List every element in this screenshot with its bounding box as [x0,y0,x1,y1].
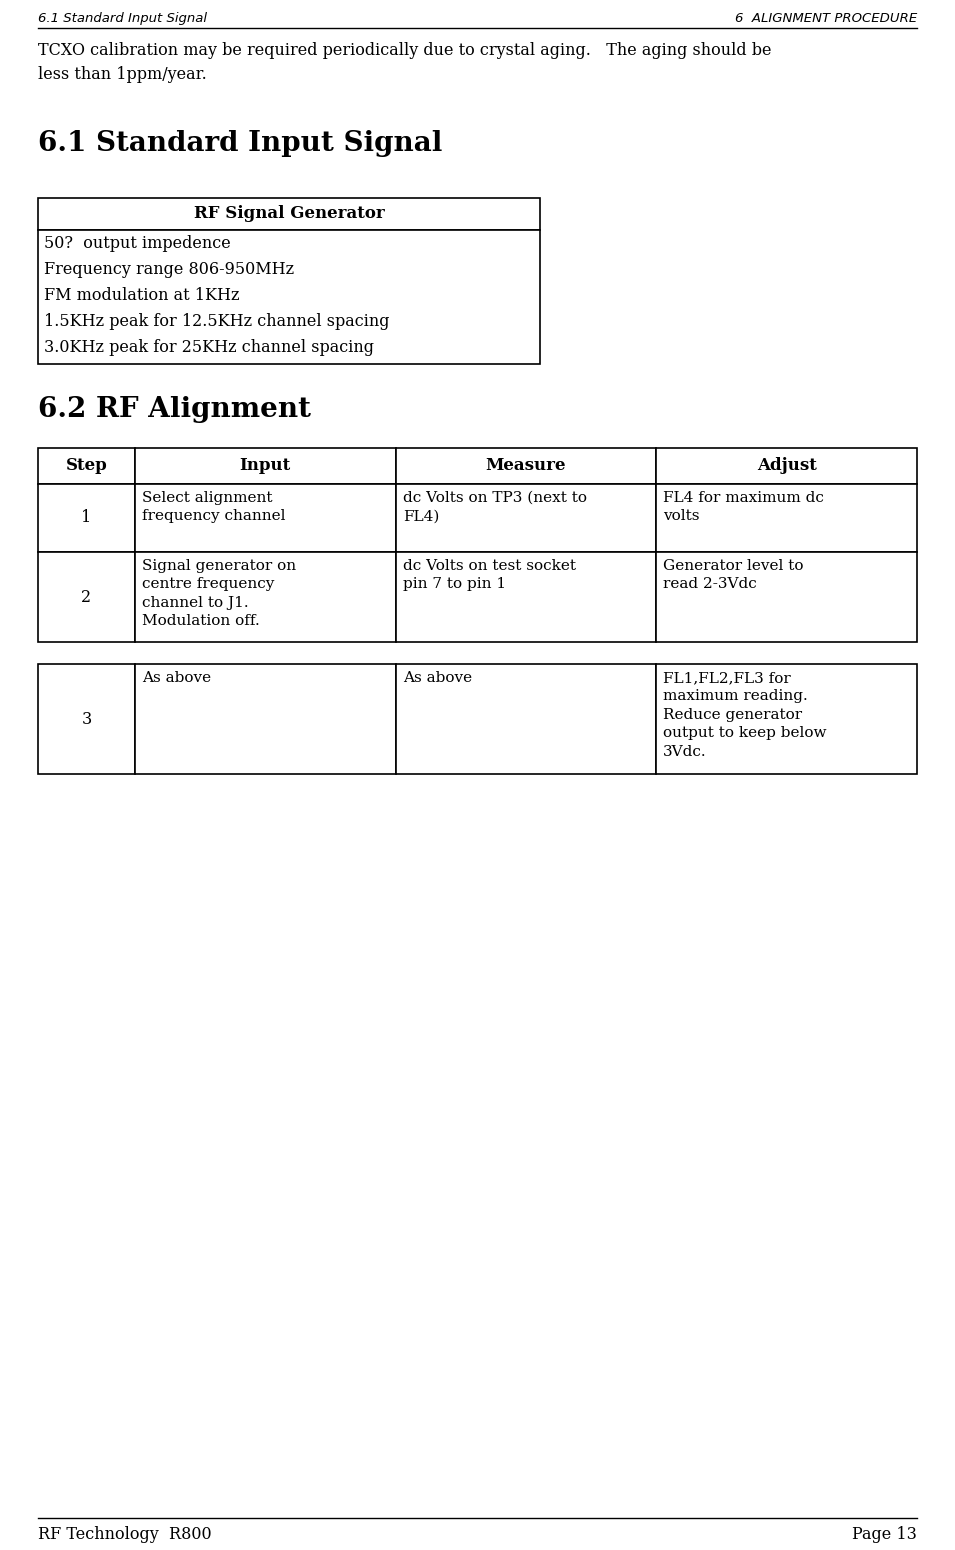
Text: TCXO calibration may be required periodically due to crystal aging.   The aging : TCXO calibration may be required periodi… [38,42,772,59]
Text: 6  ALIGNMENT PROCEDURE: 6 ALIGNMENT PROCEDURE [734,12,917,25]
Text: Page 13: Page 13 [852,1527,917,1542]
Bar [38,663,135,773]
Text: Measure: Measure [486,457,566,474]
Text: 6.1 Standard Input Signal: 6.1 Standard Input Signal [38,130,442,157]
Text: Select alignment
frequency channel: Select alignment frequency channel [142,491,286,524]
Text: dc Volts on TP3 (next to
FL4): dc Volts on TP3 (next to FL4) [403,491,586,524]
Text: 6.2 RF Alignment: 6.2 RF Alignment [38,395,311,423]
Bar [656,552,917,642]
Text: 50?  output impedence: 50? output impedence [44,236,231,253]
Text: less than 1ppm/year.: less than 1ppm/year. [38,67,206,84]
Text: 6.1 Standard Input Signal: 6.1 Standard Input Signal [38,12,207,25]
Text: As above: As above [403,671,472,685]
Text: Signal generator on
centre frequency
channel to J1.
Modulation off.: Signal generator on centre frequency cha… [142,560,296,628]
Bar [395,448,656,484]
Text: 3.0KHz peak for 25KHz channel spacing: 3.0KHz peak for 25KHz channel spacing [44,339,374,356]
Text: Input: Input [240,457,291,474]
Text: 1: 1 [81,510,92,527]
Text: Generator level to
read 2-3Vdc: Generator level to read 2-3Vdc [664,560,804,592]
Bar [656,448,917,484]
Bar [135,448,395,484]
Text: dc Volts on test socket
pin 7 to pin 1: dc Volts on test socket pin 7 to pin 1 [403,560,576,592]
Bar [395,484,656,552]
Bar [135,663,395,773]
Bar [656,484,917,552]
Text: Adjust: Adjust [756,457,817,474]
Text: Frequency range 806-950MHz: Frequency range 806-950MHz [44,260,294,277]
Bar [395,663,656,773]
Bar [38,448,135,484]
Text: FL4 for maximum dc
volts: FL4 for maximum dc volts [664,491,824,524]
Text: 2: 2 [81,589,92,606]
Text: 3: 3 [81,710,92,727]
Text: As above: As above [142,671,211,685]
Bar [135,552,395,642]
Bar [38,198,540,229]
Bar [135,484,395,552]
Bar [395,552,656,642]
Text: RF Technology  R800: RF Technology R800 [38,1527,212,1542]
Text: FL1,FL2,FL3 for
maximum reading.
Reduce generator
output to keep below
3Vdc.: FL1,FL2,FL3 for maximum reading. Reduce … [664,671,827,758]
Text: 1.5KHz peak for 12.5KHz channel spacing: 1.5KHz peak for 12.5KHz channel spacing [44,313,390,330]
Text: FM modulation at 1KHz: FM modulation at 1KHz [44,287,240,304]
Text: Step: Step [66,457,107,474]
Bar [38,229,540,364]
Bar [38,484,135,552]
Bar [38,552,135,642]
Bar [656,663,917,773]
Text: RF Signal Generator: RF Signal Generator [194,206,384,223]
